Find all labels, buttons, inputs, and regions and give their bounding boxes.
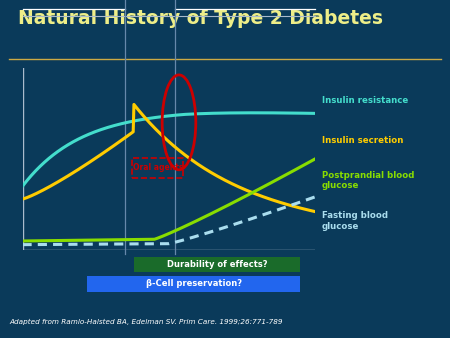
Text: Oral agents: Oral agents [133, 164, 183, 172]
Text: Adapted from Ramlo-Halsted BA, Edelman SV. Prim Care. 1999;26:771-789: Adapted from Ramlo-Halsted BA, Edelman S… [9, 319, 283, 325]
Text: Durability of effects?: Durability of effects? [167, 260, 267, 269]
Text: β-Cell preservation?: β-Cell preservation? [146, 280, 242, 288]
FancyBboxPatch shape [87, 276, 301, 292]
Text: Insulin resistance: Insulin resistance [322, 96, 408, 105]
FancyBboxPatch shape [134, 257, 301, 272]
Text: Natural History of Type 2 Diabetes: Natural History of Type 2 Diabetes [18, 9, 383, 28]
Text: Postprandial blood
glucose: Postprandial blood glucose [322, 171, 414, 190]
Text: Fasting blood
glucose: Fasting blood glucose [322, 211, 388, 231]
Text: Insulin secretion: Insulin secretion [322, 136, 403, 145]
